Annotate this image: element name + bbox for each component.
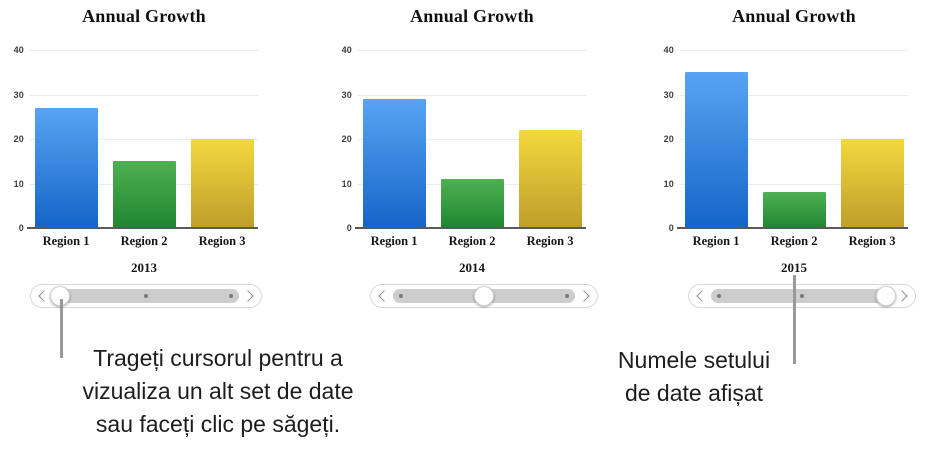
callout-connector-line xyxy=(793,275,796,364)
chevron-right-icon[interactable] xyxy=(578,290,590,302)
gridline xyxy=(30,139,258,140)
chevron-left-icon[interactable] xyxy=(38,290,50,302)
x-axis-line xyxy=(677,227,908,229)
bar-region-2[interactable] xyxy=(112,161,176,228)
category-label: Region 1 xyxy=(370,234,418,248)
y-tick-label: 20 xyxy=(13,134,24,144)
bar-group xyxy=(680,50,908,228)
chevron-left-icon[interactable] xyxy=(378,290,390,302)
y-tick-label: 40 xyxy=(13,45,24,55)
dataset-slider[interactable] xyxy=(30,284,262,308)
gridline xyxy=(30,94,258,96)
category-label: Region 3 xyxy=(198,234,246,248)
bar-region-3[interactable] xyxy=(190,139,254,228)
dataset-year-label: 2015 xyxy=(781,260,807,275)
chevron-left-icon[interactable] xyxy=(696,290,708,302)
callout-drag-hint: Trageți cursorul pentru a vizualiza un a… xyxy=(82,345,354,437)
slider-track[interactable] xyxy=(393,286,575,306)
plot-area xyxy=(27,50,258,229)
y-tick-label: 10 xyxy=(663,178,674,189)
bar-region-3[interactable] xyxy=(518,130,582,228)
slider-thumb[interactable] xyxy=(876,286,896,306)
gridline xyxy=(680,50,908,51)
x-axis-labels: Region 1 Region 2 Region 3 xyxy=(680,234,908,249)
y-axis-labels: 40 30 20 10 0 xyxy=(2,45,24,233)
chart-title: Annual Growth xyxy=(732,6,856,26)
plot-area xyxy=(677,50,908,229)
callout-connector-line xyxy=(60,299,63,358)
slider-stop-dot[interactable] xyxy=(565,294,569,298)
dataset-slider[interactable] xyxy=(688,284,916,308)
slider-stop-dot[interactable] xyxy=(229,294,233,298)
dataset-year-label: 2013 xyxy=(131,260,157,275)
slider-stop-dot[interactable] xyxy=(399,294,403,298)
dataset-year-label: 2014 xyxy=(459,260,485,275)
dataset-slider[interactable] xyxy=(370,284,598,308)
y-tick-label: 30 xyxy=(663,89,674,100)
y-tick-label: 30 xyxy=(13,89,24,100)
slider-thumb[interactable] xyxy=(474,286,494,306)
x-axis-line xyxy=(355,227,586,229)
category-label: Region 2 xyxy=(448,234,496,248)
chart-panel-2014: Annual Growth 40 30 20 10 0 Region 1 Reg… xyxy=(330,4,600,310)
slider-track[interactable] xyxy=(711,286,896,306)
category-label: Region 2 xyxy=(770,234,818,248)
chart-title: Annual Growth xyxy=(82,6,206,26)
slider-track[interactable] xyxy=(50,286,239,306)
gridline xyxy=(358,94,586,96)
bar-region-2[interactable] xyxy=(440,179,504,228)
y-tick-label: 10 xyxy=(341,178,352,189)
y-tick-label: 0 xyxy=(346,223,352,233)
slider-stop-dot[interactable] xyxy=(800,294,804,298)
x-axis-labels: Region 1 Region 2 Region 3 xyxy=(30,234,258,249)
category-label: Region 3 xyxy=(526,234,574,248)
y-tick-label: 0 xyxy=(18,223,24,233)
gridline xyxy=(30,50,258,51)
bar-region-1[interactable] xyxy=(34,108,98,228)
y-axis-labels: 40 30 20 10 0 xyxy=(330,45,352,233)
y-tick-label: 10 xyxy=(13,178,24,189)
y-tick-label: 30 xyxy=(341,89,352,100)
plot-area xyxy=(355,50,586,229)
chart-title: Annual Growth xyxy=(410,6,534,26)
chevron-right-icon[interactable] xyxy=(242,290,254,302)
category-label: Region 2 xyxy=(120,234,168,248)
y-tick-label: 40 xyxy=(341,45,352,55)
slider-stop-dot[interactable] xyxy=(144,294,148,298)
y-tick-label: 40 xyxy=(663,45,674,55)
x-axis-line xyxy=(27,227,258,229)
y-tick-label: 20 xyxy=(341,134,352,144)
x-axis-labels: Region 1 Region 2 Region 3 xyxy=(358,234,586,249)
bar-group xyxy=(358,50,586,228)
slider-stop-dot[interactable] xyxy=(717,294,721,298)
gridline xyxy=(680,94,908,96)
gridline xyxy=(680,183,908,185)
bar-region-1[interactable] xyxy=(362,99,426,228)
chart-panel-2013: Annual Growth 40 30 20 10 0 Region 1 Reg… xyxy=(2,4,272,310)
y-tick-label: 20 xyxy=(663,134,674,144)
y-tick-label: 0 xyxy=(668,223,674,233)
category-label: Region 1 xyxy=(692,234,740,248)
category-label: Region 1 xyxy=(42,234,90,248)
chart-panel-2015: Annual Growth 40 30 20 10 0 Region 1 Reg… xyxy=(652,4,922,310)
y-axis-labels: 40 30 20 10 0 xyxy=(652,45,674,233)
bar-region-1[interactable] xyxy=(684,72,748,228)
gridline xyxy=(680,139,908,140)
gridline xyxy=(358,50,586,51)
gridline xyxy=(358,139,586,140)
bar-region-3[interactable] xyxy=(840,139,904,228)
category-label: Region 3 xyxy=(848,234,896,248)
bar-region-2[interactable] xyxy=(762,192,826,228)
callout-dataset-name: Numele setului de date afișat xyxy=(617,347,771,406)
bar-group xyxy=(30,50,258,228)
chevron-right-icon[interactable] xyxy=(896,290,908,302)
